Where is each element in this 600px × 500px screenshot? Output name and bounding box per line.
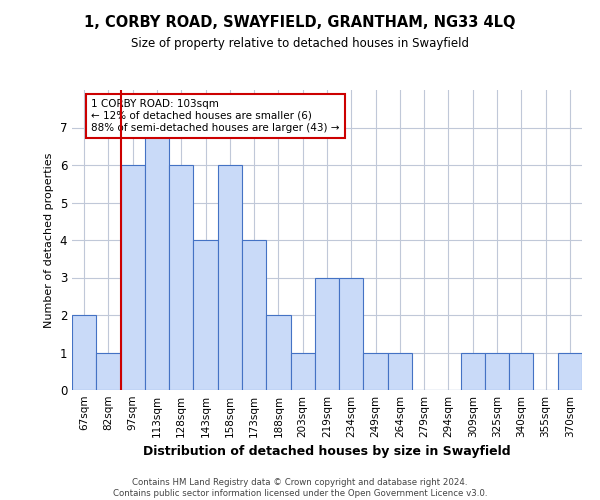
- Bar: [145, 128, 169, 390]
- Bar: [242, 240, 266, 390]
- Text: Size of property relative to detached houses in Swayfield: Size of property relative to detached ho…: [131, 38, 469, 51]
- Bar: [193, 240, 218, 390]
- Text: Contains HM Land Registry data © Crown copyright and database right 2024.
Contai: Contains HM Land Registry data © Crown c…: [113, 478, 487, 498]
- Bar: [388, 352, 412, 390]
- Bar: [509, 352, 533, 390]
- Bar: [218, 165, 242, 390]
- Y-axis label: Number of detached properties: Number of detached properties: [44, 152, 54, 328]
- Bar: [315, 278, 339, 390]
- Bar: [96, 352, 121, 390]
- Bar: [72, 315, 96, 390]
- Bar: [121, 165, 145, 390]
- Bar: [339, 278, 364, 390]
- X-axis label: Distribution of detached houses by size in Swayfield: Distribution of detached houses by size …: [143, 446, 511, 458]
- Bar: [266, 315, 290, 390]
- Bar: [485, 352, 509, 390]
- Text: 1 CORBY ROAD: 103sqm
← 12% of detached houses are smaller (6)
88% of semi-detach: 1 CORBY ROAD: 103sqm ← 12% of detached h…: [91, 100, 340, 132]
- Bar: [461, 352, 485, 390]
- Bar: [290, 352, 315, 390]
- Bar: [364, 352, 388, 390]
- Text: 1, CORBY ROAD, SWAYFIELD, GRANTHAM, NG33 4LQ: 1, CORBY ROAD, SWAYFIELD, GRANTHAM, NG33…: [84, 15, 516, 30]
- Bar: [169, 165, 193, 390]
- Bar: [558, 352, 582, 390]
